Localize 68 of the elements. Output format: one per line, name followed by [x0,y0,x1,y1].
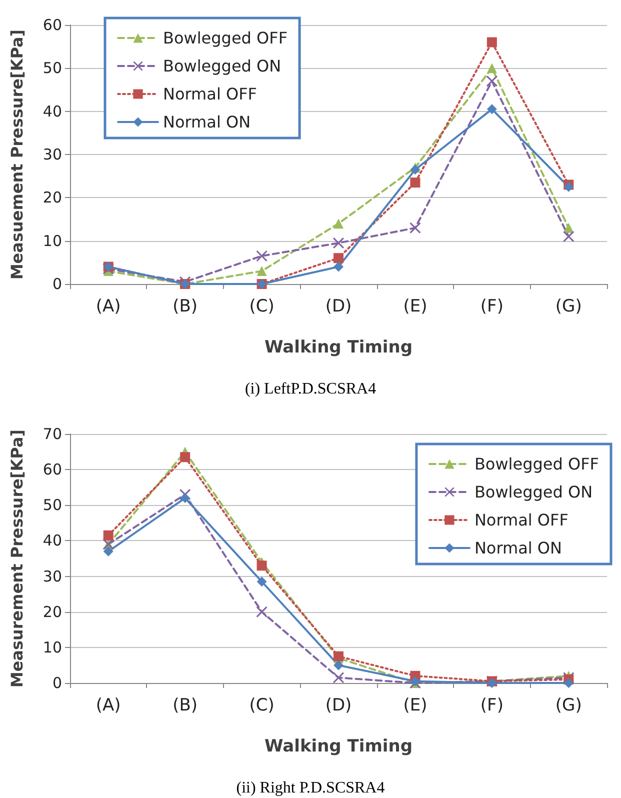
legend-label: Bowlegged ON [474,482,593,502]
x-axis-title: Walking Timing [264,338,413,358]
point [103,530,114,540]
x-tick-label: (G) [555,296,582,316]
legend-label: Bowlegged OFF [163,28,288,48]
y-tick-label: 10 [42,638,62,656]
y-tick-label: 0 [52,275,62,293]
x-tick-label: (E) [403,696,428,716]
point [256,266,267,276]
x-tick-label: (D) [325,296,352,316]
point [256,250,268,262]
point [180,452,190,462]
point [180,493,190,504]
x-tick-label: (G) [555,696,582,716]
legend-label: Normal OFF [163,84,257,104]
point [334,660,344,670]
point [333,237,344,248]
legend-label: Bowlegged OFF [474,454,600,474]
legend-label: Bowlegged ON [163,56,282,76]
point [563,231,574,242]
x-tick-label: (F) [480,296,504,316]
point [410,222,421,234]
point [334,253,344,264]
x-tick-label: (D) [325,696,352,716]
y-tick-label: 10 [42,232,62,250]
x-tick-label: (A) [96,696,121,716]
point [486,37,497,48]
y-axis-title: Measuement Pressure[KPa] [8,29,26,280]
point [256,576,267,587]
legend-label: Normal ON [474,538,562,558]
point [103,546,114,556]
x-tick-label: (E) [403,296,428,316]
point [333,672,344,684]
y-tick-label: 40 [42,532,62,550]
point [256,606,268,618]
y-tick-label: 40 [42,102,62,120]
x-axis-title: Walking Timing [264,736,413,756]
legend-label: Normal ON [163,112,251,132]
point [486,63,497,74]
y-tick-label: 60 [42,460,62,479]
y-tick-label: 30 [42,146,62,164]
x-tick-label: (C) [249,696,274,716]
y-tick-label: 30 [42,567,62,586]
x-tick-label: (A) [96,296,121,316]
y-tick-label: 20 [42,188,62,207]
x-tick-label: (C) [249,296,274,316]
y-tick-label: 60 [42,16,62,34]
point [334,218,344,229]
y-tick-label: 50 [42,59,62,78]
text: (i) LeftP.D.SCSRA4 [244,380,376,398]
point [564,678,574,688]
y-tick-label: 50 [42,496,62,514]
y-tick-label: 0 [52,674,62,692]
y-tick-label: 70 [42,425,62,443]
point [486,104,497,114]
text: (ii) Right P.D.SCSRA4 [236,780,385,796]
x-tick-label: (B) [172,696,198,716]
point [564,222,574,233]
point [410,178,420,188]
point [486,76,498,87]
point [334,262,344,272]
point [410,164,420,175]
y-tick-label: 20 [42,602,62,621]
x-tick-label: (F) [480,696,504,716]
y-axis-title: Measurement Pressure[KPa] [8,429,26,688]
legend-label: Normal OFF [474,510,568,530]
x-tick-label: (B) [172,296,198,316]
point [256,560,267,571]
